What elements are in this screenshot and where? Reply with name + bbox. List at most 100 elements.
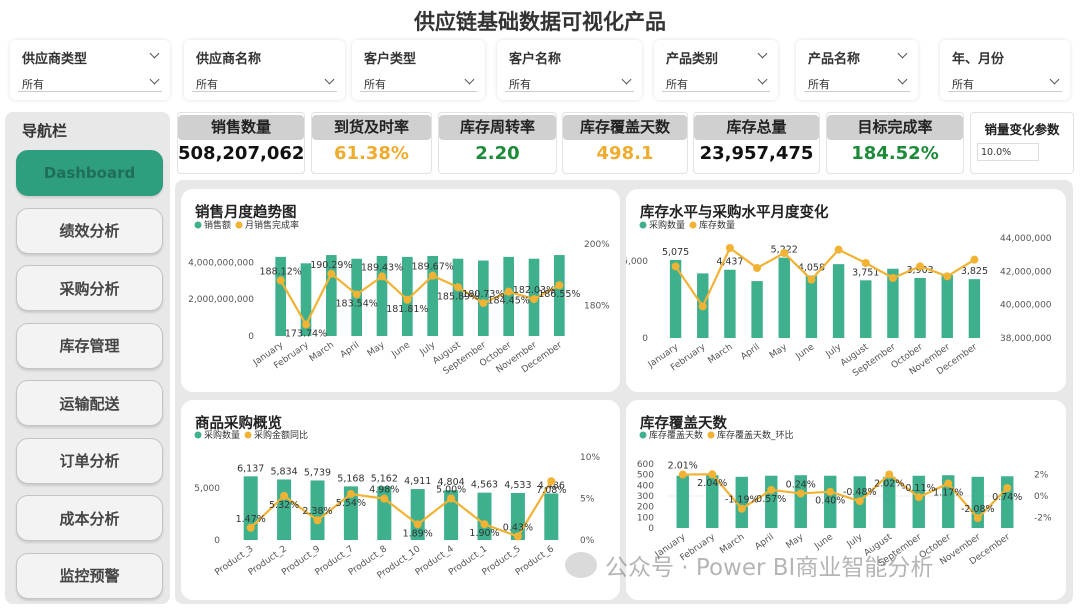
axis-tick-left: 200 [637, 503, 654, 513]
chart-bar [510, 492, 525, 540]
chart-bar [676, 475, 689, 528]
filter-label: 产品名称 [808, 52, 861, 67]
line-data-label: 5.00% [436, 485, 466, 496]
nav-button[interactable]: 绩效分析 [16, 207, 163, 254]
legend-label: 采购数量 [204, 429, 240, 441]
kpi-value: 23,957,475 [699, 143, 814, 164]
line-data-label: 189.67% [412, 262, 454, 273]
kpi-value: 508,207,062 [178, 143, 305, 164]
line-data-label: 1.90% [469, 528, 499, 539]
chart-bar [410, 489, 425, 540]
line-point [671, 262, 680, 271]
kpi-card: 到货及时率 61.38% [311, 112, 432, 174]
line-point [826, 487, 835, 496]
filter-label: 产品类别 [666, 52, 719, 67]
legend-swatch [707, 431, 715, 439]
nav-button[interactable]: 运输配送 [16, 380, 163, 426]
series-line [279, 272, 560, 327]
line-data-label: 5.32% [269, 500, 299, 511]
filter-value[interactable]: 所有 [18, 70, 162, 92]
chart-bar [706, 475, 719, 528]
kpi-label: 库存周转率 [439, 115, 556, 140]
axis-tick-right: 2% [1034, 471, 1049, 481]
axis-tick-left: 0 [248, 332, 254, 342]
axis-tick-right: 5% [580, 495, 595, 505]
chart-bar [444, 490, 459, 540]
nav-button[interactable]: 订单分析 [16, 437, 163, 484]
chart-bar [941, 274, 953, 338]
line-data-label: 189.43% [361, 262, 403, 273]
filter-dropdown[interactable]: 产品类别 所有 [654, 40, 778, 100]
filter-value[interactable]: 所有 [804, 70, 910, 92]
page-title: 供应链基础数据可视化产品 [414, 10, 666, 34]
line-data-label: 184.45% [488, 296, 530, 307]
nav-button[interactable]: 成本分析 [16, 495, 163, 541]
filter-label: 供应商名称 [196, 52, 262, 67]
chevron-down-icon[interactable] [757, 48, 768, 59]
filter-value[interactable]: 所有 [948, 70, 1062, 92]
nav-button[interactable]: 库存管理 [16, 322, 163, 369]
line-point [796, 489, 805, 498]
nav-button[interactable]: 采购分析 [16, 265, 163, 311]
chart-bar [832, 264, 845, 338]
line-data-label: 2.38% [302, 506, 332, 517]
filter-dropdown[interactable]: 年、月份 所有 [940, 40, 1070, 100]
filter-dropdown[interactable]: 客户类型 所有 [352, 40, 485, 100]
category-label: May [768, 342, 790, 361]
param-label: 销量变化参数 [984, 122, 1060, 137]
category-label: April [339, 340, 362, 360]
line-point [708, 470, 717, 479]
chevron-down-icon[interactable] [897, 48, 908, 59]
line-point [1003, 484, 1012, 493]
line-data-label: 183.54% [336, 298, 378, 309]
line-point [413, 520, 422, 529]
filter-dropdown[interactable]: 供应商名称 所有 [184, 40, 345, 100]
legend-swatch [244, 431, 252, 439]
chart-bar [724, 269, 736, 338]
line-data-label: 7.08% [536, 485, 566, 496]
legend-swatch [235, 221, 243, 229]
line-data-label: 182.03% [513, 285, 555, 296]
nav-button[interactable]: Dashboard [16, 150, 163, 196]
chart-bar [794, 475, 807, 528]
category-label: March [308, 340, 336, 364]
axis-tick-left: 300 [637, 492, 654, 502]
line-point [861, 259, 870, 267]
kpi-card: 库存周转率 2.20 [438, 112, 557, 174]
chevron-down-icon[interactable] [149, 48, 160, 59]
axis-tick-right: 0% [580, 536, 595, 546]
line-point [276, 276, 285, 285]
chart-bar [914, 277, 926, 338]
nav-button[interactable]: 监控预警 [16, 552, 163, 599]
category-label: June [389, 340, 412, 360]
axis-tick-left: 5,000 [194, 484, 220, 494]
filter-label: 年、月份 [952, 52, 1005, 67]
filter-value[interactable]: 所有 [505, 70, 634, 92]
filter-dropdown[interactable]: 客户名称 所有 [497, 40, 642, 100]
line-point [530, 295, 538, 304]
chart-bar [376, 255, 388, 336]
line-point [346, 490, 355, 499]
kpi-value: 184.52% [851, 143, 939, 164]
filter-dropdown[interactable]: 供应商类型 所有 [10, 40, 170, 100]
chart-bar [805, 275, 818, 338]
chart-bar [554, 255, 565, 336]
line-point [943, 272, 952, 281]
chart-bar [860, 280, 872, 338]
line-data-label: -1.19% [725, 495, 759, 506]
filter-dropdown[interactable]: 产品名称 所有 [796, 40, 918, 100]
line-data-label: 0.24% [786, 479, 816, 490]
filter-label: 供应商类型 [22, 52, 88, 67]
filter-value[interactable]: 所有 [360, 70, 477, 92]
bar-data-label: 4,804 [437, 477, 464, 488]
bar-data-label: 5,739 [304, 467, 331, 478]
chart-bar [326, 255, 337, 336]
param-input[interactable]: 10.0% [977, 143, 1039, 161]
chart-bar [778, 257, 790, 338]
filter-label: 客户类型 [364, 52, 417, 67]
filter-value[interactable]: 所有 [662, 70, 770, 92]
bar-data-label: 5,168 [337, 473, 364, 484]
legend-swatch [639, 431, 647, 439]
filter-value[interactable]: 所有 [192, 70, 337, 92]
line-data-label: 186.55% [538, 289, 580, 300]
